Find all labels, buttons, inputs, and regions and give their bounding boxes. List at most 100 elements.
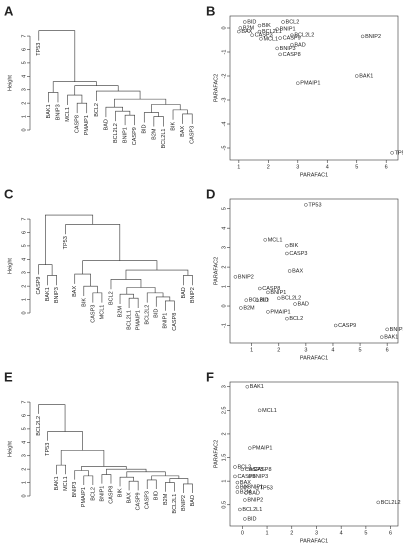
merge (119, 476, 134, 487)
point (245, 384, 250, 389)
point (243, 498, 247, 502)
x-tick-label: 3 (304, 347, 307, 353)
point-label: BIK (240, 485, 249, 491)
point (244, 298, 249, 302)
point (354, 74, 359, 78)
leaf-label: MCL1 (99, 305, 105, 320)
point-label: PMAIP1 (300, 81, 320, 87)
y-tick-label: 5 (21, 61, 27, 64)
leaf-label: BNIP1 (123, 127, 129, 143)
merge (92, 292, 103, 303)
leaf-label: PMAIP1 (81, 487, 87, 507)
x-tick-label: 6 (389, 530, 392, 536)
leaf-label: BCL2L2 (113, 123, 119, 143)
merge (125, 269, 189, 280)
point-label: B2M (243, 305, 255, 311)
point (290, 43, 294, 47)
point-label: CASP8 (254, 467, 272, 473)
point (281, 20, 285, 24)
y-tick-label: 1 (21, 298, 27, 301)
point (237, 29, 241, 34)
point (376, 500, 380, 505)
point-label: BIK (289, 243, 298, 249)
point-label: PMAIP1 (252, 446, 272, 452)
leaf-label: TP53 (45, 443, 51, 456)
plot-box (229, 381, 399, 527)
point-label: TP53 (260, 486, 273, 492)
point-label: CASP3 (255, 33, 273, 39)
leaf-label: BNIP2 (181, 495, 187, 511)
y-axis-label: Height (7, 441, 13, 457)
merge (172, 109, 188, 120)
leaf-label: BNIP3 (55, 104, 61, 120)
point-label: MCL1 (262, 408, 277, 414)
merge (114, 98, 167, 108)
y-tick-label: 2 (221, 266, 227, 269)
point-label: BNIP1 (247, 485, 263, 491)
point-label: BAX (241, 29, 252, 35)
point (285, 251, 289, 256)
point (244, 491, 248, 495)
leaf-label: BAK1 (46, 104, 52, 118)
merge (74, 470, 89, 480)
point-label: BAD (294, 42, 305, 48)
point (263, 238, 267, 242)
point (255, 486, 259, 490)
y-tick-label: 6 (21, 231, 27, 234)
y-tick-label: 7 (21, 35, 27, 38)
leaf-label: BNIP3 (54, 287, 60, 303)
y-tick-label: 1 (221, 480, 227, 483)
merge (38, 404, 66, 432)
x-axis-label: PARAFAC1 (300, 172, 328, 178)
leaf-label: B2M (163, 493, 169, 505)
y-tick-label: 5 (221, 207, 227, 210)
x-axis-label: PARAFAC1 (300, 538, 328, 544)
merge (182, 113, 193, 124)
merge (101, 474, 112, 484)
leaf-label: BNIP2 (190, 287, 196, 303)
point-label: BAK1 (359, 73, 373, 79)
point (233, 275, 238, 279)
leaf-label: TP53 (63, 236, 69, 249)
y-tick-label: 7 (21, 218, 27, 221)
merge (126, 287, 156, 295)
y-tick-label: 4 (21, 258, 27, 261)
point (239, 306, 243, 310)
y-tick-label: -5 (221, 146, 227, 151)
point-label: MCL1 (263, 36, 278, 42)
leaf-label: B2M (117, 306, 123, 318)
merge (146, 479, 157, 490)
merge (48, 92, 59, 103)
merge (115, 110, 131, 122)
point-label: BAD (249, 490, 260, 496)
y-axis-label: PARAFAC2 (213, 257, 219, 285)
point (277, 296, 281, 300)
x-tick-label: 3 (315, 530, 318, 536)
y-tick-label: 1 (221, 285, 227, 288)
merge (128, 480, 139, 491)
point (266, 290, 270, 295)
merge (83, 475, 94, 485)
x-tick-label: 0 (241, 530, 244, 536)
y-tick-label: 3 (21, 454, 27, 457)
point-label: BNIP1 (280, 27, 296, 33)
point (333, 323, 338, 328)
point-label: BNIP2 (365, 34, 381, 40)
leaf-label: BCL2L1 (127, 310, 133, 330)
merge (47, 431, 83, 451)
leaf-label: BAX (72, 286, 78, 297)
point-label: CASP8 (283, 52, 301, 58)
merge (151, 104, 181, 113)
y-tick-label: 3 (221, 385, 227, 388)
point (238, 507, 242, 512)
leaf-label: CASP8 (75, 115, 81, 133)
y-tick-label: 1 (21, 115, 27, 118)
leaf-label: TP53 (36, 43, 42, 56)
y-tick-label: 2 (21, 285, 27, 288)
leaf-label: BIK (81, 298, 87, 307)
y-tick-label: 3 (21, 88, 27, 91)
point (379, 335, 384, 339)
x-tick-label: 2 (290, 530, 293, 536)
point (240, 467, 245, 472)
plot-box (229, 198, 399, 344)
